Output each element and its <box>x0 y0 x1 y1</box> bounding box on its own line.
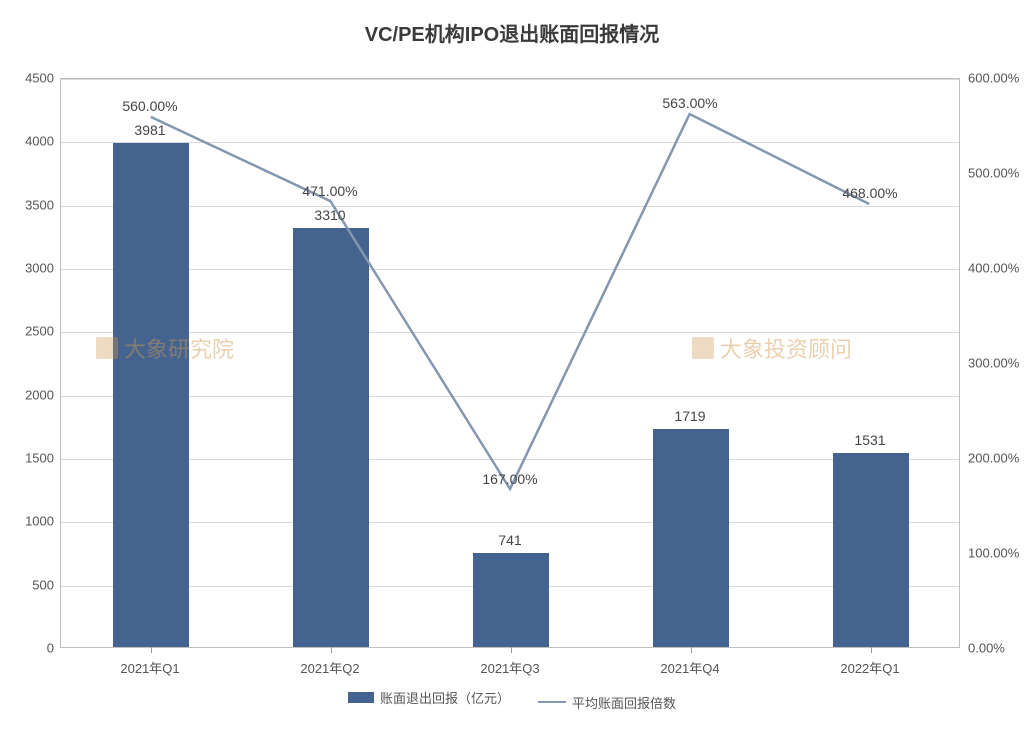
x-tick-label: 2021年Q1 <box>120 658 179 677</box>
x-tick <box>691 647 692 653</box>
x-tick-label: 2022年Q1 <box>840 658 899 677</box>
x-tick <box>151 647 152 653</box>
legend-item-bar: 账面退出回报（亿元） <box>348 688 510 707</box>
y-left-tick-label: 2000 <box>10 387 54 402</box>
legend-label-line: 平均账面回报倍数 <box>572 693 676 712</box>
y-right-tick-label: 100.00% <box>968 546 1019 561</box>
line-value-label: 468.00% <box>842 185 897 201</box>
y-left-tick-label: 0 <box>10 641 54 656</box>
line-value-label: 471.00% <box>302 183 357 199</box>
x-tick <box>331 647 332 653</box>
y-left-tick-label: 3000 <box>10 261 54 276</box>
bar-value-label: 1531 <box>854 432 885 448</box>
line-value-label: 563.00% <box>662 95 717 111</box>
line-layer <box>61 79 959 647</box>
y-left-tick-label: 500 <box>10 577 54 592</box>
y-right-tick-label: 600.00% <box>968 71 1019 86</box>
legend: 账面退出回报（亿元） 平均账面回报倍数 <box>0 688 1024 712</box>
plot-area <box>60 78 960 648</box>
y-right-tick-label: 0.00% <box>968 641 1005 656</box>
line-value-label: 560.00% <box>122 98 177 114</box>
y-right-tick-label: 400.00% <box>968 261 1019 276</box>
bar-value-label: 741 <box>498 532 521 548</box>
legend-item-line: 平均账面回报倍数 <box>538 693 676 712</box>
y-left-tick-label: 1000 <box>10 514 54 529</box>
y-right-tick-label: 300.00% <box>968 356 1019 371</box>
chart-title: VC/PE机构IPO退出账面回报情况 <box>0 18 1024 47</box>
x-tick-label: 2021年Q3 <box>480 658 539 677</box>
y-left-tick-label: 1500 <box>10 451 54 466</box>
y-left-tick-label: 3500 <box>10 197 54 212</box>
legend-swatch-line <box>538 701 566 703</box>
y-left-tick-label: 2500 <box>10 324 54 339</box>
bar-value-label: 3310 <box>314 207 345 223</box>
legend-swatch-bar <box>348 692 374 703</box>
combo-chart: VC/PE机构IPO退出账面回报情况 0 500 1000 1500 2000 2500 30… <box>0 0 1024 730</box>
y-left-tick-label: 4000 <box>10 134 54 149</box>
y-left-tick-label: 4500 <box>10 71 54 86</box>
bar-value-label: 1719 <box>674 408 705 424</box>
x-tick <box>871 647 872 653</box>
y-right-tick-label: 200.00% <box>968 451 1019 466</box>
bar-value-label: 3981 <box>134 122 165 138</box>
legend-label-bar: 账面退出回报（亿元） <box>380 688 510 707</box>
x-tick <box>511 647 512 653</box>
x-tick-label: 2021年Q2 <box>300 658 359 677</box>
x-tick-label: 2021年Q4 <box>660 658 719 677</box>
y-right-tick-label: 500.00% <box>968 166 1019 181</box>
line-value-label: 167.00% <box>482 471 537 487</box>
